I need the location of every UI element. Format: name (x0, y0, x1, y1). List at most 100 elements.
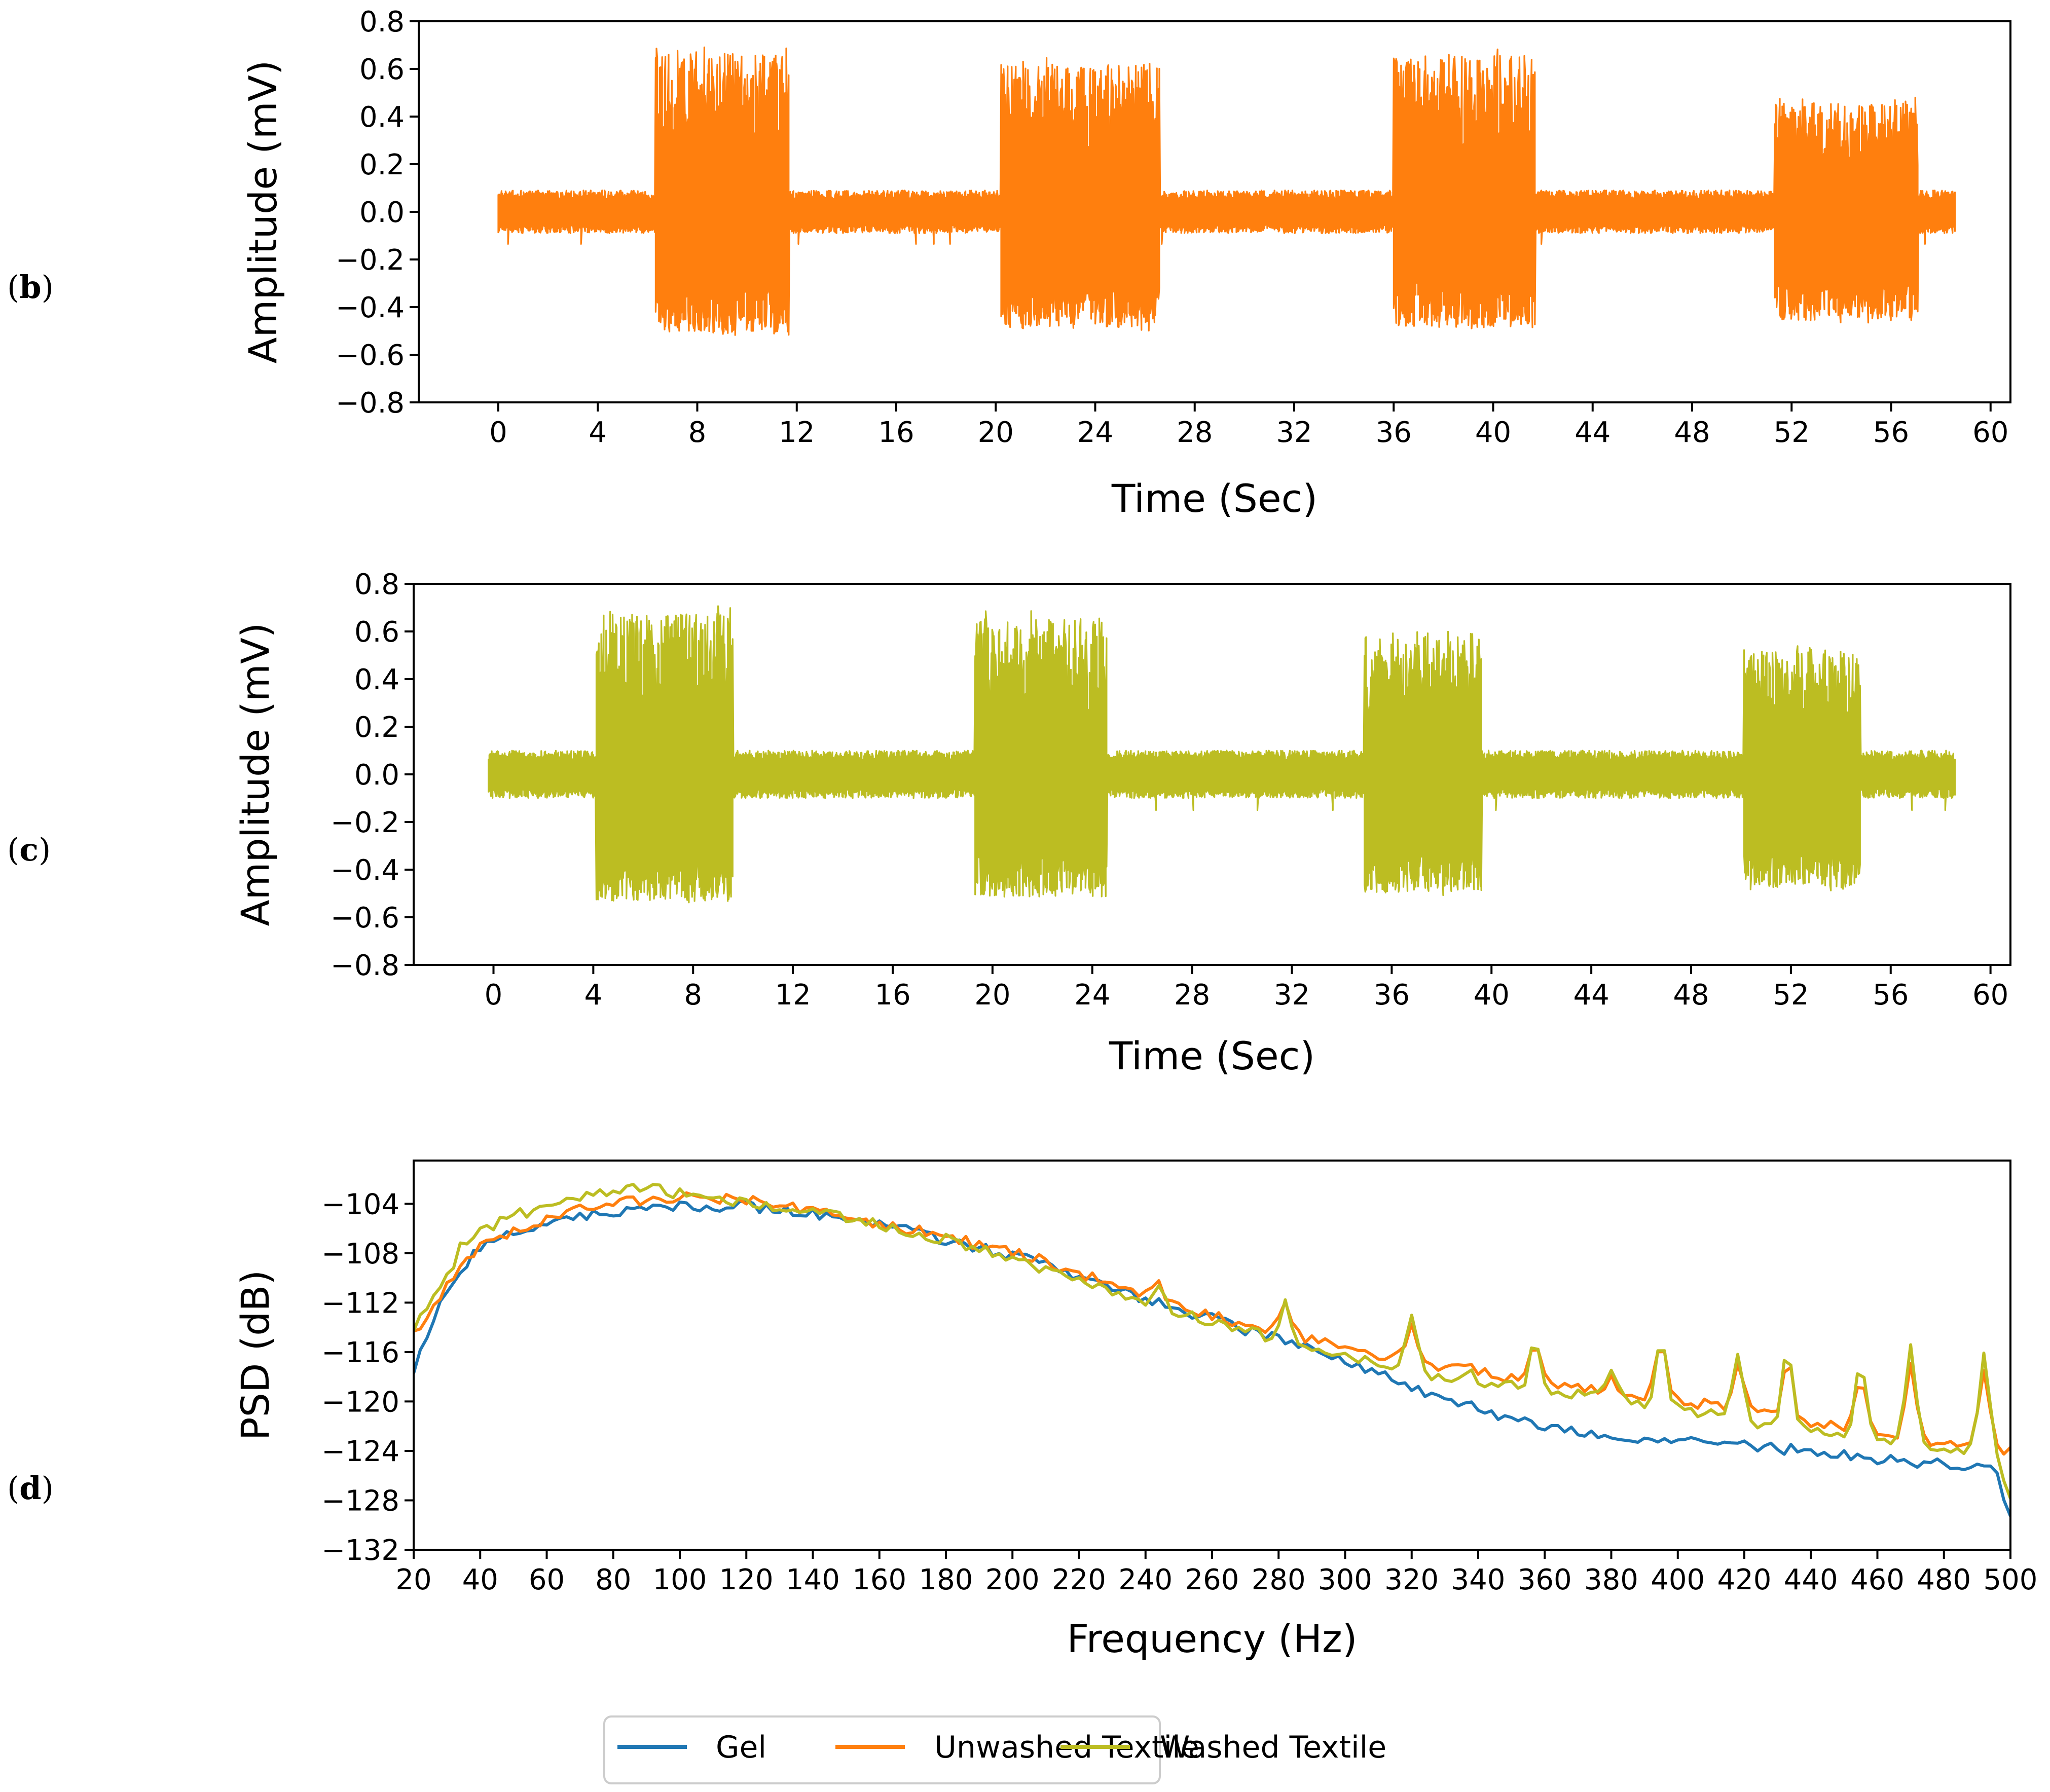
x-tick-label: 52 (1773, 979, 1809, 1012)
x-axis-title: Time (Sec) (1111, 476, 1317, 521)
signal-plot (497, 46, 1956, 336)
x-tick-label: 60 (529, 1563, 565, 1596)
y-tick-label: −0.2 (331, 806, 399, 839)
x-tick-label: 480 (1917, 1563, 1971, 1596)
y-tick-label: −0.8 (336, 387, 405, 420)
y-tick-label: 0.4 (359, 101, 405, 134)
panel-label-b: (b) (7, 269, 54, 306)
chart-c: 0 4 8 12 16 20 24 28 32 36 40 44 48 52 56 60−0.8−0.6−0.… (233, 568, 2011, 1078)
signal-plot (488, 605, 1956, 904)
x-tick-label: 12 (775, 979, 811, 1012)
x-tick-label: 160 (852, 1563, 906, 1596)
chart-b: 0 4 8 12 16 20 24 28 32 36 40 44 48 52 56 60−0.8−0.6−0.… (240, 6, 2011, 521)
x-tick-label: 12 (779, 416, 815, 449)
y-tick-label: −0.4 (331, 854, 399, 887)
y-tick-label: −104 (321, 1188, 399, 1221)
x-tick-label: 48 (1673, 979, 1709, 1012)
x-tick-label: 44 (1573, 979, 1609, 1012)
x-tick-label: 340 (1451, 1563, 1506, 1596)
x-axis-title: Frequency (Hz) (1067, 1616, 1357, 1661)
axis-ticks: 20 40 60 80 100 120 140 160 180 200 220 240 260 280 30… (321, 1188, 2037, 1596)
y-tick-label: −112 (321, 1287, 399, 1320)
y-tick-label: −124 (321, 1435, 399, 1468)
series-line-gel (414, 1200, 2010, 1517)
x-tick-label: 8 (688, 416, 707, 449)
x-tick-label: 36 (1376, 416, 1412, 449)
x-tick-label: 180 (919, 1563, 973, 1596)
legend: Gel Unwashed Textile Washed Textile (603, 1715, 1386, 1784)
x-tick-label: 80 (595, 1563, 631, 1596)
y-tick-label: −120 (321, 1386, 399, 1418)
x-tick-label: 280 (1252, 1563, 1306, 1596)
x-tick-label: 40 (1474, 979, 1510, 1012)
y-tick-label: 0.0 (359, 196, 405, 229)
x-tick-label: 60 (1972, 416, 2008, 449)
x-tick-label: 320 (1384, 1563, 1439, 1596)
plot-frame (413, 1160, 2011, 1551)
x-tick-label: 460 (1850, 1563, 1905, 1596)
x-tick-label: 36 (1374, 979, 1410, 1012)
x-tick-label: 40 (462, 1563, 498, 1596)
y-tick-label: 0.6 (359, 53, 405, 86)
legend-label-gel: Gel (716, 1730, 766, 1765)
x-tick-label: 0 (489, 416, 507, 449)
y-axis-title: Amplitude (mV) (233, 623, 278, 926)
x-tick-label: 100 (653, 1563, 707, 1596)
x-tick-label: 52 (1774, 416, 1810, 449)
x-tick-label: 200 (985, 1563, 1040, 1596)
x-tick-label: 4 (589, 416, 607, 449)
signal-line (488, 605, 1956, 904)
y-tick-label: 0.2 (354, 711, 399, 744)
x-tick-label: 140 (786, 1563, 840, 1596)
x-tick-label: 360 (1518, 1563, 1572, 1596)
x-tick-label: 240 (1118, 1563, 1173, 1596)
x-tick-label: 32 (1274, 979, 1310, 1012)
x-tick-label: 380 (1584, 1563, 1638, 1596)
x-axis-title: Time (Sec) (1109, 1033, 1315, 1078)
panel-label-c: (c) (7, 831, 51, 868)
y-tick-label: −128 (321, 1484, 399, 1517)
x-tick-label: 20 (395, 1563, 431, 1596)
y-tick-label: −108 (321, 1238, 399, 1271)
x-tick-label: 32 (1276, 416, 1312, 449)
x-tick-label: 20 (974, 979, 1010, 1012)
x-tick-label: 48 (1674, 416, 1710, 449)
legend-box (603, 1715, 1161, 1784)
x-tick-label: 260 (1185, 1563, 1239, 1596)
x-tick-label: 440 (1784, 1563, 1838, 1596)
y-tick-label: 0.6 (354, 616, 399, 649)
x-tick-label: 16 (874, 979, 910, 1012)
x-tick-label: 400 (1651, 1563, 1705, 1596)
x-tick-label: 220 (1052, 1563, 1106, 1596)
x-tick-label: 28 (1174, 979, 1210, 1012)
x-tick-label: 120 (719, 1563, 774, 1596)
y-tick-label: 0.8 (354, 568, 399, 601)
axis-ticks: 0 4 8 12 16 20 24 28 32 36 40 44 48 52 56 60−0.8−0.6−0.… (336, 6, 2008, 449)
x-tick-label: 8 (684, 979, 702, 1012)
x-tick-label: 420 (1717, 1563, 1772, 1596)
x-tick-label: 44 (1575, 416, 1610, 449)
x-tick-label: 4 (584, 979, 603, 1012)
y-tick-label: −0.4 (336, 291, 405, 324)
x-tick-label: 28 (1177, 416, 1213, 449)
y-tick-label: −132 (321, 1534, 399, 1567)
series-line-washed-textile (414, 1183, 2010, 1499)
x-tick-label: 16 (878, 416, 914, 449)
y-tick-label: −0.8 (331, 949, 399, 982)
x-tick-label: 40 (1475, 416, 1511, 449)
x-tick-label: 300 (1318, 1563, 1372, 1596)
y-tick-label: 0.8 (359, 6, 405, 39)
x-tick-label: 20 (978, 416, 1014, 449)
psd-plot (414, 1183, 2010, 1517)
signal-line (497, 46, 1956, 336)
legend-label-washed: Washed Textile (1160, 1730, 1386, 1765)
x-tick-label: 24 (1077, 416, 1113, 449)
y-axis-title: PSD (dB) (233, 1270, 278, 1440)
x-tick-label: 56 (1873, 416, 1909, 449)
axis-ticks: 0 4 8 12 16 20 24 28 32 36 40 44 48 52 56 60−0.8−0.6−0.… (331, 568, 2008, 1012)
y-axis-title: Amplitude (mV) (240, 60, 285, 364)
y-tick-label: −0.2 (336, 244, 405, 277)
y-tick-label: −0.6 (331, 902, 399, 935)
y-tick-label: −116 (321, 1336, 399, 1369)
